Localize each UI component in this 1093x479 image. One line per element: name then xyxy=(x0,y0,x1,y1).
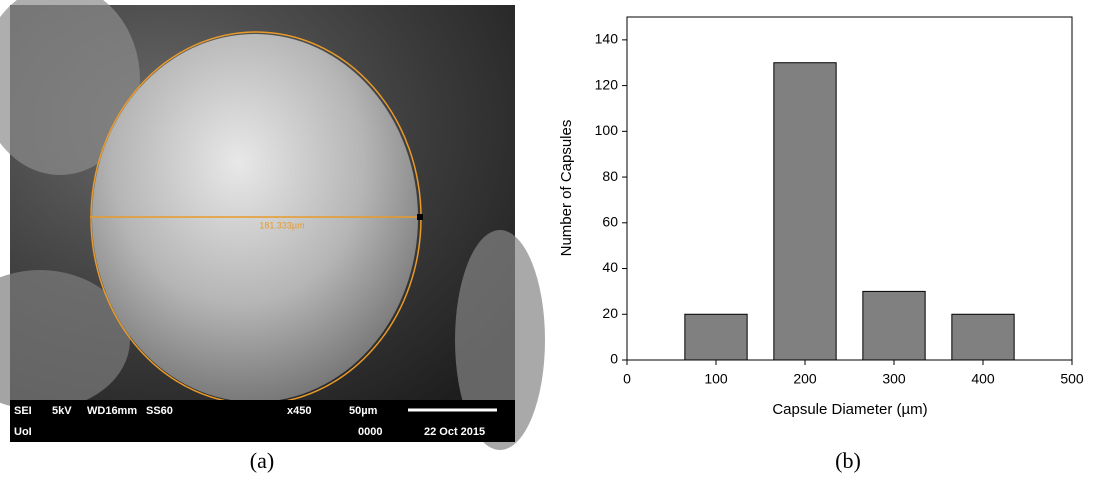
y-tick-label: 40 xyxy=(602,259,618,275)
x-tick-label: 200 xyxy=(793,371,817,387)
y-tick-label: 80 xyxy=(602,168,618,184)
info-text: x450 xyxy=(287,405,311,417)
y-tick-label: 20 xyxy=(602,305,618,321)
capsule xyxy=(92,34,418,402)
y-tick-label: 60 xyxy=(602,214,618,230)
x-tick-label: 500 xyxy=(1060,371,1084,387)
caption: (b) xyxy=(835,448,861,473)
bar xyxy=(863,291,925,360)
x-tick-label: 300 xyxy=(882,371,906,387)
y-axis-label: Number of Capsules xyxy=(558,120,575,257)
info-text: UoI xyxy=(14,426,32,438)
plot-frame xyxy=(627,17,1072,360)
line-handle xyxy=(417,214,423,220)
info-text: SEI xyxy=(14,405,32,417)
figure: 181.333µm SEI 5kV WD16mm SS60 x450 50µm … xyxy=(0,0,1093,479)
bar xyxy=(774,63,836,360)
x-axis-label: Capsule Diameter (µm) xyxy=(772,401,927,418)
y-tick-label: 100 xyxy=(595,122,619,138)
info-text: 50µm xyxy=(349,405,378,417)
info-text: 0000 xyxy=(358,426,382,438)
y-tick-label: 0 xyxy=(610,351,618,367)
info-text: 5kV xyxy=(52,405,72,417)
info-text: SS60 xyxy=(146,405,173,417)
info-text: WD16mm xyxy=(87,405,137,417)
bar xyxy=(952,314,1014,360)
x-tick-label: 0 xyxy=(623,371,631,387)
y-tick-label: 120 xyxy=(595,76,619,92)
x-tick-label: 100 xyxy=(704,371,728,387)
caption: (a) xyxy=(250,448,274,473)
info-text: 22 Oct 2015 xyxy=(424,426,485,438)
measurement-label: 181.333µm xyxy=(259,220,304,230)
x-tick-label: 400 xyxy=(971,371,995,387)
bar xyxy=(685,314,747,360)
chart: Capsule Diameter (µm) Number of Capsules… xyxy=(558,17,1084,473)
sem-panel: 181.333µm SEI 5kV WD16mm SS60 x450 50µm … xyxy=(0,0,545,473)
y-tick-label: 140 xyxy=(595,31,619,47)
